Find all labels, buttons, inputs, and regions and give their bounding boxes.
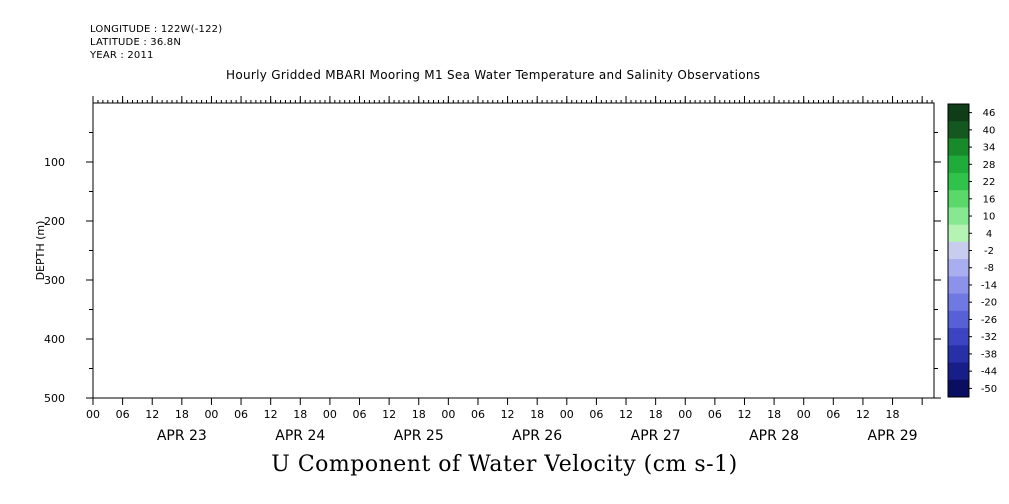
longitude-label: LONGITUDE : 122W(-122) <box>90 24 223 35</box>
latitude-label: LATITUDE : 36.8N <box>90 37 182 48</box>
chart-title: Hourly Gridded MBARI Mooring M1 Sea Wate… <box>226 68 761 82</box>
year-label: YEAR : 2011 <box>90 50 154 61</box>
